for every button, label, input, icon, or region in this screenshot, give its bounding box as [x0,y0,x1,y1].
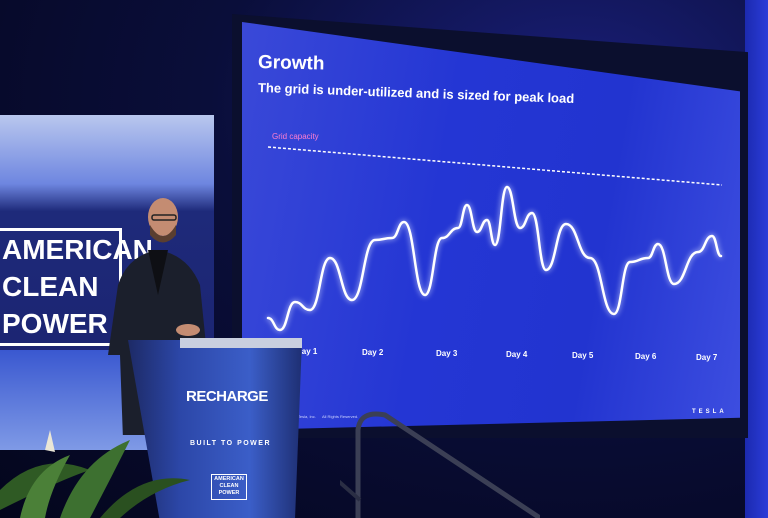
stage-curtain [745,0,768,518]
podium-logo-line: AMERICAN [214,476,244,482]
x-label-day5: Day 5 [572,351,594,360]
potted-plant [0,430,190,518]
banner-logo-line: POWER [2,308,108,339]
x-label-day4: Day 4 [506,350,528,359]
podium-logo-line: POWER [218,490,240,496]
podium-top [180,338,302,348]
grid-capacity-label: Grid capacity [272,132,319,141]
stair-railing [340,411,540,518]
x-label-day7: Day 7 [696,353,718,362]
x-label-day2: Day 2 [362,348,384,357]
podium-tagline: BUILT TO POWER [190,440,272,447]
x-label-day1: Day 1 [296,347,318,356]
slide-copyright: ©2023 Tesla, Inc. [285,414,316,419]
podium-logo-line: CLEAN [219,483,239,489]
banner-logo-line: CLEAN [2,271,99,302]
tesla-logo: TESLA [692,409,727,415]
podium-title: RECHARGE [186,388,268,405]
grid-capacity-line [267,146,723,186]
load-series-line [266,185,723,332]
podium-logo: AMERICAN CLEAN POWER [211,474,247,500]
x-label-day6: Day 6 [635,352,657,361]
slide-rights: All Rights Reserved. [322,414,359,419]
x-label-day3: Day 3 [436,349,458,358]
